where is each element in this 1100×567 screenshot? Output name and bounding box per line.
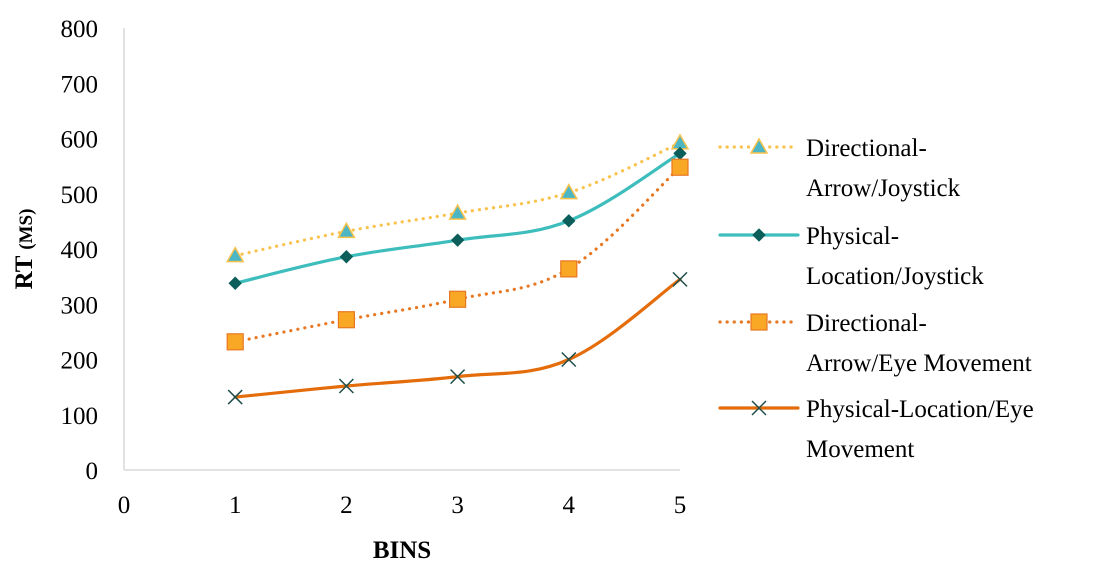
series-3 bbox=[226, 158, 689, 351]
data-point bbox=[672, 271, 688, 287]
data-point bbox=[228, 276, 242, 290]
data-point bbox=[450, 233, 465, 247]
x-tick-label: 3 bbox=[451, 492, 464, 519]
data-point bbox=[671, 158, 689, 176]
y-tick-label: 200 bbox=[61, 348, 99, 375]
legend-item-3: Directional- Arrow/Eye Movement bbox=[718, 310, 1032, 377]
y-tick-label: 500 bbox=[61, 182, 99, 209]
legend-label: Directional- bbox=[806, 310, 927, 337]
y-tick-label: 400 bbox=[61, 237, 99, 264]
legend-label: Location/Joystick bbox=[806, 263, 984, 290]
data-point bbox=[227, 389, 243, 405]
data-point bbox=[338, 378, 354, 394]
data-point bbox=[448, 203, 467, 220]
x-tick-label: 5 bbox=[674, 492, 687, 519]
legend-marker bbox=[752, 228, 766, 242]
y-tick-label: 0 bbox=[86, 458, 99, 485]
series-4 bbox=[227, 271, 688, 405]
legend-item-4: Physical-Location/Eye Movement bbox=[718, 396, 1034, 463]
y-tick-label: 300 bbox=[61, 292, 99, 319]
x-tick-label: 1 bbox=[229, 492, 242, 519]
legend-label: Directional- bbox=[806, 135, 927, 162]
legend-label: Physical- bbox=[806, 223, 899, 250]
data-point bbox=[337, 221, 356, 239]
y-tick-label: 600 bbox=[61, 127, 99, 154]
legend-item-2: Physical- Location/Joystick bbox=[718, 223, 984, 290]
data-point bbox=[562, 214, 576, 228]
y-tick-label: 800 bbox=[61, 16, 99, 43]
legend-label: Arrow/Joystick bbox=[806, 175, 961, 202]
data-point bbox=[337, 311, 355, 329]
y-tick-label: 100 bbox=[61, 403, 99, 430]
legend-label: Movement bbox=[806, 436, 914, 463]
series-2 bbox=[228, 146, 687, 290]
legend-item-1: Directional- Arrow/Joystick bbox=[718, 135, 961, 202]
data-point bbox=[559, 183, 579, 200]
legend-label: Arrow/Eye Movement bbox=[806, 350, 1032, 377]
x-axis-title: BINS bbox=[373, 537, 431, 564]
y-axis-title-unit: (MS) bbox=[16, 209, 37, 250]
data-point bbox=[339, 250, 354, 264]
x-tick-label: 4 bbox=[563, 492, 576, 519]
y-axis-title: RT (MS) bbox=[11, 209, 38, 290]
data-point bbox=[226, 333, 244, 351]
x-tick-label: 2 bbox=[340, 492, 353, 519]
series-line bbox=[233, 165, 682, 344]
data-point bbox=[450, 369, 466, 385]
data-point bbox=[561, 351, 577, 368]
data-point bbox=[225, 246, 245, 263]
legend-marker bbox=[751, 400, 767, 416]
x-tick-label: 0 bbox=[118, 492, 131, 519]
legend-marker bbox=[749, 137, 769, 154]
y-axis-title-main: RT bbox=[11, 250, 38, 290]
data-point bbox=[449, 290, 467, 308]
legend-marker bbox=[750, 313, 768, 331]
y-tick-label: 700 bbox=[61, 71, 99, 98]
data-point bbox=[560, 260, 578, 278]
legend-label: Physical-Location/Eye bbox=[806, 396, 1034, 423]
series-1 bbox=[225, 133, 690, 263]
